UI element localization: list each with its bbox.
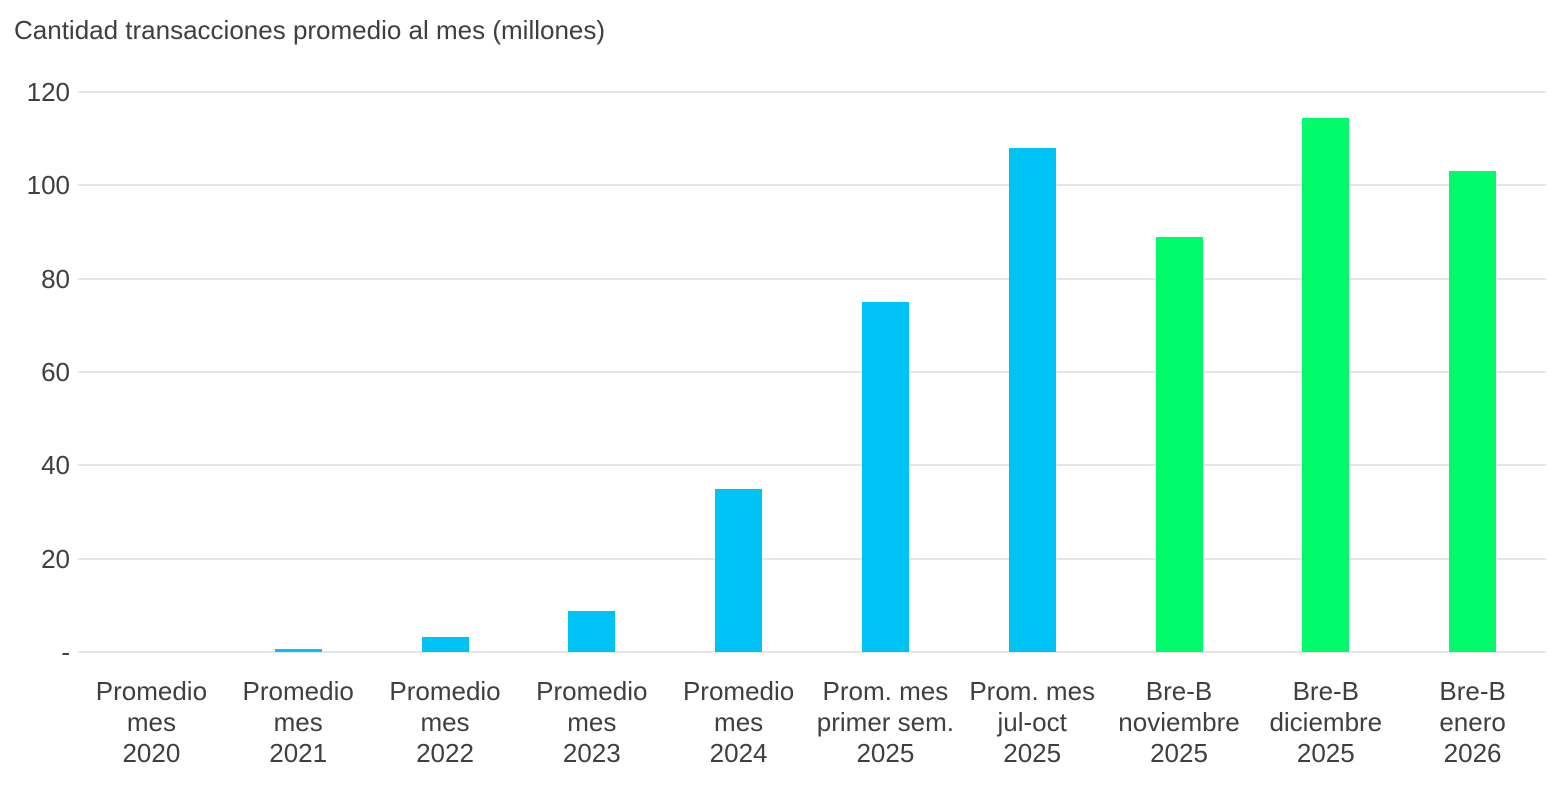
- x-tick-label-8: Bre-B diciembre 2025: [1244, 676, 1408, 769]
- bar-promedio-mes-2022: [421, 636, 469, 652]
- gridline-y-100: [78, 184, 1546, 187]
- y-tick-label-20: 20: [41, 543, 70, 574]
- bar-promedio-mes-2024: [715, 488, 763, 652]
- x-tick-line: Prom. mes: [822, 676, 949, 706]
- x-tick-label-1: Promedio mes 2021: [216, 676, 380, 769]
- x-tick-label-9: Bre-B enero 2026: [1391, 676, 1555, 769]
- x-tick-line: 2024: [709, 738, 768, 768]
- x-tick-line: 2025: [856, 738, 915, 768]
- gridline-y-0: [78, 651, 1546, 653]
- x-tick-label-3: Promedio mes 2023: [510, 676, 674, 769]
- gridline-y-40: [78, 464, 1546, 467]
- x-tick-label-0: Promedio mes 2020: [69, 676, 233, 769]
- x-tick-line: mes: [420, 707, 470, 737]
- x-tick-line: jul-oct: [997, 707, 1067, 737]
- x-tick-line: mes: [126, 707, 176, 737]
- x-tick-line: 2025: [1296, 738, 1355, 768]
- y-tick-label-40: 40: [41, 450, 70, 481]
- bar-prommes-jul-oct-2025: [1008, 148, 1056, 652]
- bar-bre-b-enero-2026: [1449, 171, 1497, 652]
- x-tick-line: Prom. mes: [969, 676, 1096, 706]
- x-tick-line: 2022: [416, 738, 474, 768]
- x-tick-line: Promedio: [389, 676, 501, 706]
- y-tick-label-100: 100: [26, 170, 70, 201]
- x-tick-line: enero: [1439, 707, 1506, 737]
- x-tick-line: 2021: [269, 738, 328, 768]
- x-tick-line: Promedio: [682, 676, 795, 706]
- bar-bre-b-diciembre-2025: [1302, 117, 1350, 652]
- gridline-y-120: [78, 91, 1546, 93]
- x-tick-line: noviembre: [1118, 707, 1240, 737]
- x-tick-line: primer sem.: [816, 707, 955, 737]
- x-tick-label-7: Bre-B noviembre 2025: [1097, 676, 1261, 769]
- y-tick-label-120: 120: [26, 77, 70, 107]
- x-tick-line: mes: [567, 707, 617, 737]
- y-tick-label-80: 80: [41, 263, 70, 294]
- x-tick-line: mes: [714, 707, 764, 737]
- bar-promedio-mes-2021: [274, 648, 322, 652]
- x-tick-label-6: Prom. mes jul-oct 2025: [950, 676, 1114, 769]
- bar-bre-b-noviembre-2025: [1155, 236, 1203, 652]
- x-tick-line: Bre-B: [1439, 676, 1506, 706]
- x-tick-line: Promedio: [95, 676, 208, 706]
- x-tick-line: 2025: [1003, 738, 1062, 768]
- x-tick-line: 2023: [562, 738, 621, 768]
- x-tick-line: Bre-B: [1292, 676, 1360, 706]
- x-tick-line: mes: [273, 707, 323, 737]
- gridline-y-20: [78, 557, 1546, 560]
- x-tick-line: Bre-B: [1145, 676, 1213, 706]
- x-tick-label-5: Prom. mes primer sem. 2025: [803, 676, 967, 769]
- x-tick-line: Promedio: [242, 676, 354, 706]
- x-tick-line: Promedio: [536, 676, 648, 706]
- bar-prommes-primersem-2025: [861, 302, 909, 652]
- x-tick-label-4: Promedio mes 2024: [657, 676, 821, 769]
- bar-promedio-mes-2023: [568, 611, 616, 652]
- gridline-y-60: [78, 371, 1546, 373]
- gridline-y-80: [78, 277, 1546, 280]
- x-tick-line: 2026: [1443, 738, 1502, 768]
- y-tick-label-60: 60: [41, 357, 70, 387]
- x-tick-line: 2025: [1150, 738, 1208, 768]
- x-tick-label-2: Promedio mes 2022: [363, 676, 527, 769]
- y-tick-label-0: -: [61, 637, 70, 667]
- chart-title: Cantidad transacciones promedio al mes (…: [14, 15, 606, 45]
- x-tick-line: diciembre: [1269, 707, 1383, 737]
- x-tick-line: 2020: [122, 738, 181, 768]
